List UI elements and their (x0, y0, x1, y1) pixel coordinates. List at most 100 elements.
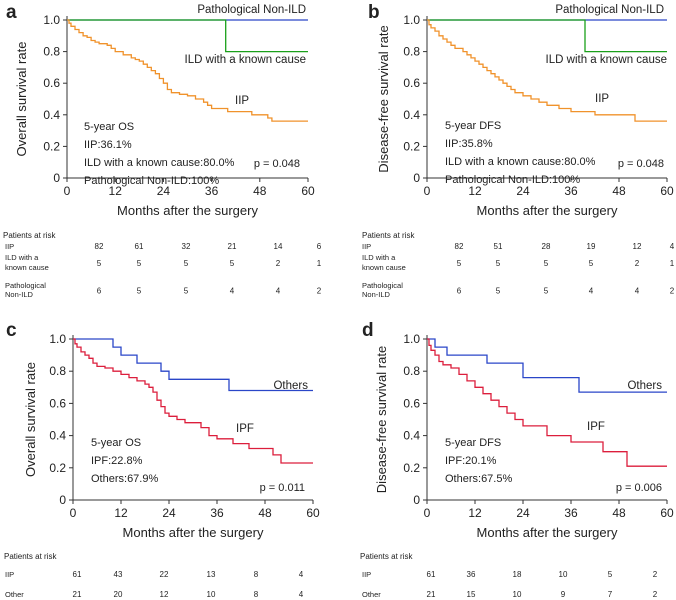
risk-value: 5 (544, 287, 549, 296)
risk-value: 2 (276, 259, 281, 268)
annotation: Pathological Non-ILD:100% (445, 174, 580, 186)
y-tick-label: 0 (53, 171, 60, 185)
risk-table-title: Patients at risk (360, 552, 413, 561)
x-tick-label: 48 (612, 184, 626, 198)
annotation: Others:67.5% (445, 473, 512, 485)
y-tick-label: 1.0 (49, 332, 66, 346)
risk-value: 4 (299, 590, 304, 599)
risk-table-title: Patients at risk (3, 231, 56, 240)
risk-value: 4 (230, 287, 235, 296)
x-axis-label: Months after the surgery (477, 203, 618, 218)
panel-label: c (6, 320, 17, 341)
y-tick-label: 0.8 (403, 364, 420, 378)
y-tick-label: 0.8 (403, 45, 420, 59)
annotation: IPF:20.1% (445, 455, 497, 467)
annotation: Others:67.9% (91, 473, 158, 485)
risk-value: 4 (635, 287, 640, 296)
x-tick-label: 0 (70, 506, 77, 520)
annotation: IPF:22.8% (91, 455, 143, 467)
risk-value: 82 (95, 242, 104, 251)
series-label: Others (273, 380, 308, 392)
risk-value: 10 (559, 570, 568, 579)
x-tick-label: 24 (516, 184, 530, 198)
risk-row-label: ILD with a (362, 253, 396, 262)
risk-value: 6 (97, 287, 102, 296)
risk-value: 5 (137, 259, 142, 268)
risk-value: 61 (135, 242, 144, 251)
y-axis-label: Overall survival rate (23, 362, 38, 477)
risk-row-label: ILD with a (5, 253, 39, 262)
x-tick-label: 12 (109, 184, 123, 198)
risk-row-label: Non-ILD (362, 290, 391, 299)
risk-value: 7 (608, 590, 613, 599)
risk-value: 13 (207, 570, 216, 579)
x-tick-label: 12 (468, 184, 482, 198)
risk-value: 18 (513, 570, 522, 579)
y-tick-label: 0.4 (43, 108, 60, 122)
risk-value: 4 (670, 242, 675, 251)
y-tick-label: 1.0 (403, 332, 420, 346)
y-axis-label: Disease-free survival rate (374, 346, 389, 493)
annotation: 5-year OS (84, 121, 134, 133)
annotation: ILD with a known cause:80.0% (84, 157, 235, 169)
risk-value: 82 (455, 242, 464, 251)
risk-value: 5 (589, 259, 594, 268)
risk-value: 61 (427, 570, 436, 579)
risk-value: 5 (608, 570, 613, 579)
risk-value: 43 (114, 570, 123, 579)
p-value: p = 0.048 (618, 158, 664, 170)
risk-value: 5 (496, 287, 501, 296)
series-label: IPF (587, 421, 605, 433)
risk-value: 1 (670, 259, 675, 268)
series-ild-with-a-known-cause (67, 19, 308, 53)
series-label: Pathological Non-ILD (555, 4, 664, 16)
risk-value: 28 (542, 242, 551, 251)
risk-row-label: Other (362, 590, 381, 599)
risk-value: 12 (160, 590, 169, 599)
x-tick-label: 60 (660, 506, 674, 520)
risk-value: 6 (317, 242, 322, 251)
risk-value: 5 (544, 259, 549, 268)
series-label: IIP (595, 93, 609, 105)
risk-value: 32 (182, 242, 191, 251)
risk-table: Patients at risk IIP 61 36 18 10 5 2 Other 21 15 10… (360, 552, 658, 599)
y-tick-label: 0.6 (49, 396, 66, 410)
y-tick-label: 0.4 (403, 108, 420, 122)
x-axis-label: Months after the surgery (117, 203, 258, 218)
annotation: Pathological Non-ILD:100% (84, 175, 219, 187)
risk-row-label: Other (5, 590, 24, 599)
risk-value: 20 (114, 590, 123, 599)
risk-value: 2 (317, 287, 322, 296)
series-ild-with-a-known-cause (427, 19, 667, 53)
y-tick-label: 0.2 (49, 461, 66, 475)
series-label: Others (627, 380, 662, 392)
risk-value: 19 (587, 242, 596, 251)
risk-value: 4 (299, 570, 304, 579)
risk-value: 15 (467, 590, 476, 599)
annotation: 5-year DFS (445, 437, 501, 449)
y-tick-label: 0 (413, 493, 420, 507)
risk-value: 61 (73, 570, 82, 579)
risk-value: 5 (184, 259, 189, 268)
risk-value: 10 (207, 590, 216, 599)
risk-value: 5 (230, 259, 235, 268)
risk-value: 10 (513, 590, 522, 599)
risk-row-label: IIP (5, 570, 14, 579)
x-tick-label: 12 (114, 506, 128, 520)
series-label: ILD with a known cause (185, 54, 306, 66)
annotation: IIP:36.1% (84, 139, 132, 151)
y-tick-label: 0.2 (403, 461, 420, 475)
risk-table-title: Patients at risk (4, 552, 57, 561)
risk-value: 9 (561, 590, 566, 599)
y-tick-label: 0 (413, 171, 420, 185)
y-tick-label: 0.6 (403, 76, 420, 90)
series-ipf (73, 338, 313, 464)
y-tick-label: 0.8 (49, 364, 66, 378)
risk-value: 1 (317, 259, 322, 268)
panel-label: d (362, 320, 374, 341)
annotation: 5-year DFS (445, 120, 501, 132)
risk-value: 21 (228, 242, 237, 251)
